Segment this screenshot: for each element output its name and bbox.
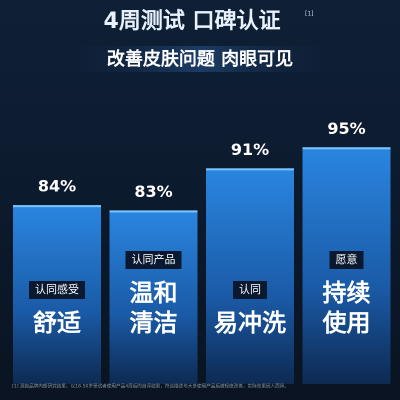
category-label: 持续	[323, 279, 371, 307]
bar-top-glow	[302, 147, 391, 150]
tag: 愿意	[336, 252, 358, 266]
bar-top-glow	[109, 210, 198, 213]
tag: 认同	[239, 283, 261, 296]
tag-box	[125, 251, 182, 269]
footnote: [1] 源自品牌内部研究结果，以18-50岁受试者使用产品4周后的自评结果，符合…	[12, 383, 289, 390]
bar	[206, 168, 294, 384]
bar	[109, 210, 198, 384]
value-label: 91%	[231, 140, 269, 159]
tag: 认同产品	[132, 252, 176, 266]
value-label: 84%	[38, 177, 76, 196]
bar-top-glow	[13, 205, 101, 208]
subtitle-band	[40, 46, 360, 72]
tag-box	[329, 251, 364, 269]
tag: 认同感受	[35, 283, 79, 296]
category-label: 温和	[130, 279, 178, 307]
tag-box	[29, 281, 85, 299]
category-label: 清洁	[130, 309, 178, 337]
category-label: 舒适	[33, 309, 81, 337]
title-note: [1]	[305, 11, 314, 18]
value-label: 83%	[134, 182, 172, 201]
subtitle: 改善皮肤问题 肉眼可见	[107, 48, 293, 70]
bar-top-glow	[206, 168, 294, 171]
category-label: 使用	[322, 309, 371, 337]
chart-title: 4周测试 口碑认证	[104, 8, 281, 34]
value-label: 95%	[327, 119, 365, 138]
tag-box	[233, 281, 267, 299]
category-label: 易冲洗	[214, 309, 286, 337]
